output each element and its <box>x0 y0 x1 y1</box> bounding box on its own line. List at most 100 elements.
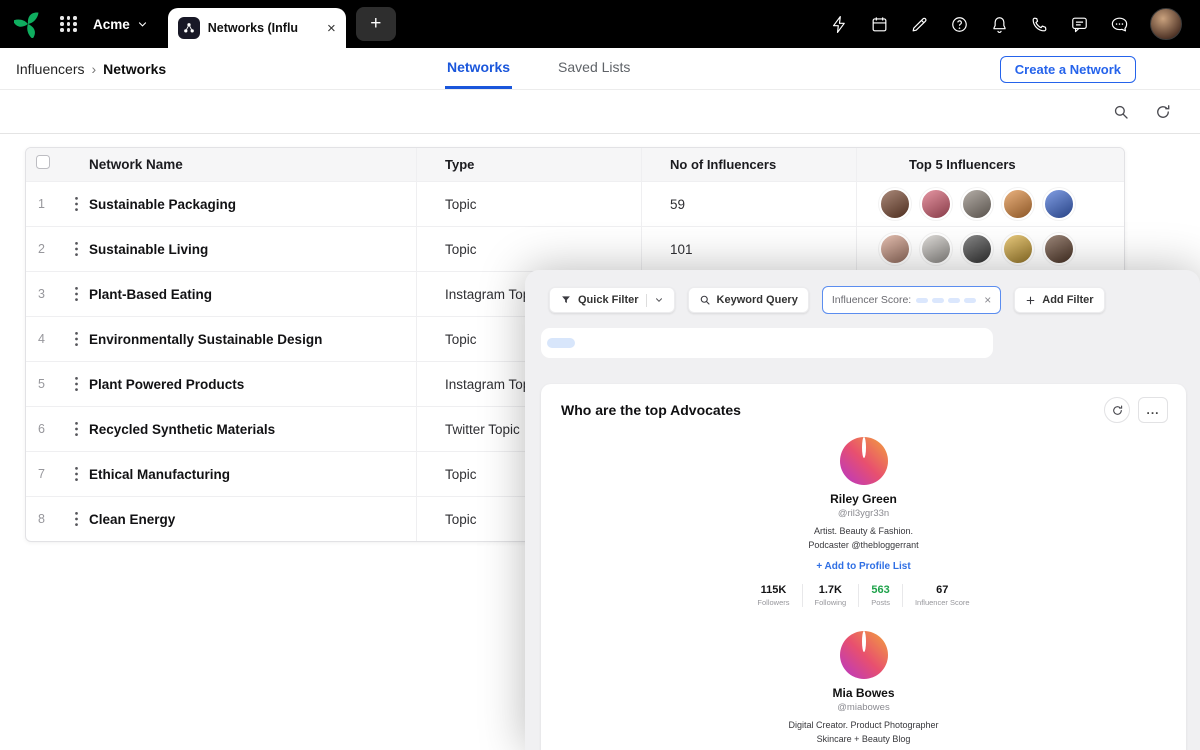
avatar-image <box>861 631 866 652</box>
avatar-image <box>861 437 866 458</box>
help-icon[interactable] <box>950 15 969 34</box>
score-chip[interactable] <box>964 297 977 303</box>
card-actions: ... <box>1104 397 1168 423</box>
influencer-avatar[interactable] <box>920 233 952 265</box>
panel-tab[interactable] <box>547 338 575 348</box>
add-filter-button[interactable]: Add Filter <box>1014 287 1105 313</box>
apps-grid-icon[interactable] <box>60 16 77 32</box>
row-menu-kebab-icon[interactable] <box>64 466 89 482</box>
stat: 563 Posts <box>858 584 902 607</box>
call-phone-icon[interactable] <box>1030 15 1049 34</box>
panel-tab[interactable] <box>959 338 987 348</box>
card-header: Who are the top Advocates ... <box>541 384 1186 429</box>
advocate-avatar[interactable] <box>839 437 888 485</box>
panel-tab[interactable] <box>650 338 678 348</box>
refresh-icon[interactable] <box>1154 103 1172 121</box>
advocate-name: Mia Bowes <box>832 686 895 700</box>
create-network-button[interactable]: Create a Network <box>999 56 1136 83</box>
network-type: Topic <box>416 182 641 226</box>
network-name[interactable]: Environmentally Sustainable Design <box>89 331 323 347</box>
select-all-checkbox[interactable] <box>36 155 50 169</box>
user-avatar[interactable] <box>1150 8 1182 40</box>
row-number: 2 <box>38 242 45 256</box>
tab-networks[interactable]: Networks <box>445 48 513 89</box>
refresh-icon[interactable] <box>1104 397 1130 423</box>
network-name[interactable]: Plant-Based Eating <box>89 286 213 302</box>
row-menu-kebab-icon[interactable] <box>64 511 89 527</box>
network-name[interactable]: Sustainable Living <box>89 241 209 257</box>
influencer-avatar[interactable] <box>879 233 911 265</box>
clear-filter-icon[interactable]: × <box>984 293 992 307</box>
column-header-network-name: Network Name <box>89 157 183 172</box>
app-tab-networks[interactable]: Networks (Influ × <box>167 8 346 48</box>
row-number: 5 <box>38 377 45 391</box>
breadcrumb-parent[interactable]: Influencers <box>16 60 85 77</box>
influencer-avatar[interactable] <box>879 188 911 220</box>
influencer-avatar[interactable] <box>1043 233 1075 265</box>
chevron-down-icon <box>138 21 146 27</box>
keyword-query-button[interactable]: Keyword Query <box>687 287 809 313</box>
score-chip[interactable] <box>932 297 945 303</box>
table-row[interactable]: 2 Sustainable Living Topic 101 <box>26 226 1124 271</box>
table-row[interactable]: 1 Sustainable Packaging Topic 59 <box>26 181 1124 226</box>
score-chip[interactable] <box>948 297 961 303</box>
panel-tab[interactable] <box>753 338 781 348</box>
row-number: 6 <box>38 422 45 436</box>
influencer-avatar[interactable] <box>961 188 993 220</box>
row-menu-kebab-icon[interactable] <box>64 421 89 437</box>
notifications-bell-icon[interactable] <box>990 15 1009 34</box>
stat: 115K Followers <box>757 584 790 607</box>
column-header-type: Type <box>416 148 641 181</box>
influencer-avatar[interactable] <box>961 233 993 265</box>
influencer-score-filter[interactable]: Influencer Score: × <box>821 286 1002 314</box>
chat-icon[interactable] <box>1070 15 1089 34</box>
network-type: Topic <box>416 452 641 496</box>
row-number: 8 <box>38 512 45 526</box>
top-influencers-cell <box>856 182 1124 226</box>
table-row[interactable]: 6 Recycled Synthetic Materials Twitter T… <box>26 406 1124 451</box>
brand-logo-icon[interactable] <box>14 9 44 39</box>
panel-filter-row: Quick Filter Keyword Query Influencer Sc… <box>525 270 1200 314</box>
panel-tab[interactable] <box>856 338 884 348</box>
top-advocates-card: Who are the top Advocates ... Riley Gree… <box>541 384 1186 750</box>
breadcrumb-current[interactable]: Networks <box>103 60 167 77</box>
advocate-avatar[interactable] <box>839 631 888 679</box>
tab-close-icon[interactable]: × <box>327 19 336 37</box>
quick-filter-label: Quick Filter <box>578 294 639 306</box>
row-menu-kebab-icon[interactable] <box>64 241 89 257</box>
row-menu-kebab-icon[interactable] <box>64 196 89 212</box>
panel-tabs <box>541 328 993 358</box>
influencer-avatar[interactable] <box>1002 233 1034 265</box>
tab-saved-lists[interactable]: Saved Lists <box>558 59 631 75</box>
influencer-score-label: Influencer Score: <box>831 294 912 306</box>
workspace-switcher[interactable]: Acme <box>93 17 148 32</box>
add-to-profile-list-link[interactable]: + Add to Profile List <box>816 561 911 572</box>
network-detail-panel: Quick Filter Keyword Query Influencer Sc… <box>525 270 1200 750</box>
tab-title: Networks (Influ <box>207 21 299 35</box>
calendar-icon[interactable] <box>870 15 889 34</box>
network-name[interactable]: Plant Powered Products <box>89 376 245 392</box>
advocate-card: Mia Bowes @miabowes Digital Creator. Pro… <box>541 631 1186 750</box>
quick-filter-button[interactable]: Quick Filter <box>549 287 675 313</box>
new-tab-button[interactable]: + <box>355 7 396 41</box>
boost-icon[interactable] <box>830 15 849 34</box>
row-menu-kebab-icon[interactable] <box>64 376 89 392</box>
network-name[interactable]: Clean Energy <box>89 511 176 527</box>
network-name[interactable]: Recycled Synthetic Materials <box>89 421 276 437</box>
comments-bubble-icon[interactable] <box>1110 15 1129 34</box>
network-name[interactable]: Ethical Manufacturing <box>89 466 231 482</box>
influencer-avatar[interactable] <box>1043 188 1075 220</box>
network-type: Twitter Topic <box>416 407 641 451</box>
score-chip[interactable] <box>916 297 929 303</box>
compose-icon[interactable] <box>910 15 929 34</box>
influencer-avatar[interactable] <box>1002 188 1034 220</box>
search-icon[interactable] <box>1112 103 1130 121</box>
networks-tab-icon <box>177 17 200 39</box>
influencer-avatar[interactable] <box>920 188 952 220</box>
row-menu-kebab-icon[interactable] <box>64 331 89 347</box>
row-menu-kebab-icon[interactable] <box>64 286 89 302</box>
breadcrumb-separator: › <box>91 60 97 77</box>
network-name[interactable]: Sustainable Packaging <box>89 196 237 212</box>
more-options-button[interactable]: ... <box>1138 397 1168 423</box>
divider <box>645 293 647 307</box>
